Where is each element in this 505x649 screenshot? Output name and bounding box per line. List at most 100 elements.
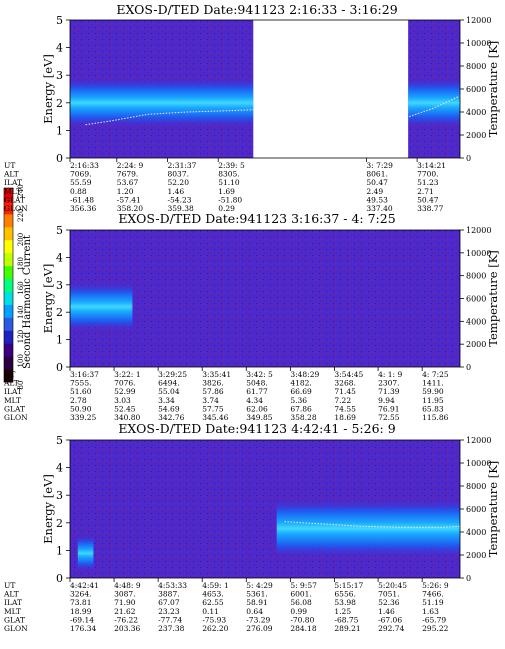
y-tick-label: 5: [56, 224, 63, 237]
colorbar-tick-label: 200: [17, 233, 25, 246]
orbit-value: 6001.: [290, 590, 311, 599]
orbit-value: 55.04: [158, 387, 180, 396]
orbit-value: 74.55: [334, 404, 356, 413]
orbit-value: 262.20: [202, 624, 228, 633]
panels: EXOS-D/TED Date:941123 2:16:33 - 3:16:29…: [3, 2, 500, 633]
orbit-value: 359.38: [168, 204, 194, 213]
orbit-value: 53.67: [117, 178, 139, 187]
orbit-value: 3268.: [334, 379, 355, 388]
orbit-value: 71.90: [114, 598, 136, 607]
orbit-value: -73.29: [246, 615, 270, 624]
orbit-value: 4: 7:25: [422, 370, 449, 379]
colorbar-segment: [4, 188, 13, 202]
orbit-value: 3:54:45: [334, 370, 363, 379]
orbit-value: 5:15:17: [334, 581, 363, 590]
orbit-value: 50.90: [70, 404, 92, 413]
orbit-value: 9.94: [378, 396, 395, 405]
colorbar-segment: [4, 278, 13, 292]
orbit-value: 3:35:41: [202, 370, 231, 379]
orbit-value: 5:26: 9: [422, 581, 449, 590]
orbit-value: 1.46: [378, 607, 395, 616]
orbit-value: 51.23: [417, 178, 439, 187]
orbit-row-label: MLT: [4, 187, 21, 196]
y-tick-label: 3: [56, 69, 63, 82]
orbit-value: 6494.: [158, 379, 179, 388]
orbit-value: 23.23: [158, 607, 180, 616]
y-tick-label: 3: [56, 489, 63, 502]
orbit-value: 4: 1: 9: [378, 370, 402, 379]
orbit-row-label: GLON: [4, 413, 28, 422]
orbit-value: 4:42:41: [70, 581, 99, 590]
orbit-value: 52.36: [378, 598, 400, 607]
orbit-value: 7076.: [114, 379, 135, 388]
orbit-value: 3826.: [202, 379, 223, 388]
y-right-tick-label: 8000: [466, 482, 486, 491]
colorbar-tick-label: 240: [17, 184, 25, 197]
orbit-value: 284.18: [290, 624, 316, 633]
orbit-value: 55.59: [70, 178, 92, 187]
orbit-value: 3:22: 1: [114, 370, 141, 379]
orbit-value: 4:59: 1: [202, 581, 229, 590]
y-right-tick-label: 10000: [466, 459, 491, 468]
orbit-value: 0.88: [70, 187, 87, 196]
orbit-value: 4:48: 9: [114, 581, 141, 590]
orbit-row-label: UT: [4, 370, 15, 379]
y-right-tick-label: 4000: [466, 528, 486, 537]
y-right-tick-label: 2000: [466, 131, 486, 140]
orbit-value: 2:39: 5: [218, 161, 245, 170]
energy-band: [408, 78, 460, 128]
orbit-value: -76.22: [114, 615, 138, 624]
orbit-value: 3.03: [114, 396, 131, 405]
orbit-row-label: ALT: [3, 170, 19, 179]
orbit-value: 11.95: [422, 396, 444, 405]
y-right-tick-label: 2000: [466, 340, 486, 349]
energy-band: [77, 535, 94, 571]
orbit-value: 18.69: [334, 413, 356, 422]
colorbar-segment: [4, 369, 13, 383]
colorbar-tick-label: 220: [17, 209, 25, 222]
energy-band: [70, 78, 254, 128]
colorbar-segment: [4, 239, 13, 254]
orbit-value: 356.36: [70, 204, 96, 213]
y-right-tick-label: 10000: [466, 249, 491, 258]
y-tick-label: 3: [56, 279, 63, 292]
orbit-value: 289.21: [334, 624, 360, 633]
y-right-axis-label: Temperature [K]: [486, 41, 500, 138]
orbit-value: 3264.: [70, 590, 91, 599]
orbit-value: 2:31:37: [168, 161, 197, 170]
orbit-value: -57.41: [117, 195, 141, 204]
colorbar-segment: [4, 330, 13, 344]
orbit-value: 49.53: [366, 195, 388, 204]
y-tick-label: 2: [56, 517, 63, 530]
orbit-value: 7700.: [417, 170, 438, 179]
orbit-value: -68.75: [334, 615, 358, 624]
orbit-value: 71.39: [378, 387, 400, 396]
orbit-value: 7.22: [334, 396, 351, 405]
y-tick-label: 4: [56, 462, 63, 475]
orbit-row-label: GLAT: [4, 404, 25, 413]
orbit-value: 2.71: [417, 187, 434, 196]
colorbar-segment: [4, 343, 13, 357]
orbit-value: -75.93: [202, 615, 226, 624]
orbit-value: 2.78: [70, 396, 87, 405]
y-right-tick-label: 12000: [466, 436, 491, 445]
y-tick-label: 5: [56, 14, 63, 27]
orbit-value: 3.34: [158, 396, 175, 405]
y-tick-label: 1: [56, 334, 63, 347]
orbit-row-label: GLON: [4, 204, 28, 213]
orbit-value: 57.86: [202, 387, 224, 396]
orbit-value: 67.07: [158, 598, 180, 607]
orbit-value: 345.46: [202, 413, 228, 422]
orbit-value: 8037.: [168, 170, 189, 179]
orbit-value: 72.55: [378, 413, 400, 422]
orbit-value: 57.75: [202, 404, 224, 413]
orbit-value: 6556.: [334, 590, 355, 599]
orbit-value: 203.36: [114, 624, 140, 633]
orbit-value: 7555.: [70, 379, 91, 388]
orbit-value: 8061.: [366, 170, 387, 179]
orbit-value: 292.74: [378, 624, 404, 633]
colorbar-tick-label: 140: [17, 306, 25, 319]
colorbar-segment: [4, 291, 13, 305]
orbit-value: 5048.: [246, 379, 267, 388]
